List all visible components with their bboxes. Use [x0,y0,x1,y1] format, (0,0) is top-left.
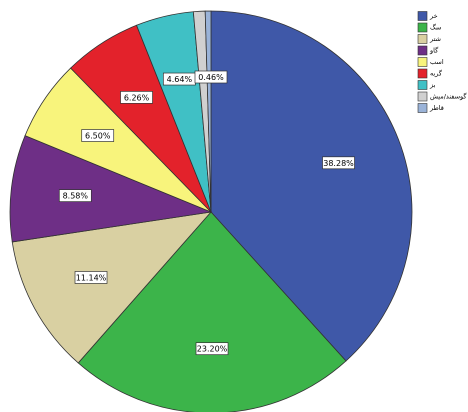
legend-swatch [418,23,427,32]
legend-swatch [418,81,427,90]
legend-swatch [418,46,427,55]
value-label: 6.50% [85,132,111,141]
value-label: 0.46% [198,73,224,82]
legend-label: بز [429,81,436,89]
legend-label: قاطر [429,104,444,112]
legend-label: شتر [429,35,441,43]
value-label: 4.64% [167,75,193,84]
legend-label: گاو [429,47,439,55]
legend-label: اسب [430,58,444,66]
legend-swatch [418,104,427,113]
value-label: 23.20% [197,345,228,354]
legend-swatch [418,92,427,101]
legend-label: خر [429,12,438,20]
legend-label: سگ [430,24,441,32]
legend-swatch [418,58,427,67]
legend-swatch [418,69,427,78]
legend-label: گربه [430,70,443,78]
value-label: 38.28% [323,159,354,168]
legend-swatch [418,12,427,21]
value-label: 11.14% [76,273,107,282]
chart: 38.28% 23.20% 11.14% 8.58% 6.50% 6.26% 4.64% 0.… [0,0,468,412]
value-label: 8.58% [63,192,89,201]
legend-label: گوسفند/میش [430,93,467,101]
value-label: 6.26% [124,93,150,102]
legend-swatch [418,35,427,44]
